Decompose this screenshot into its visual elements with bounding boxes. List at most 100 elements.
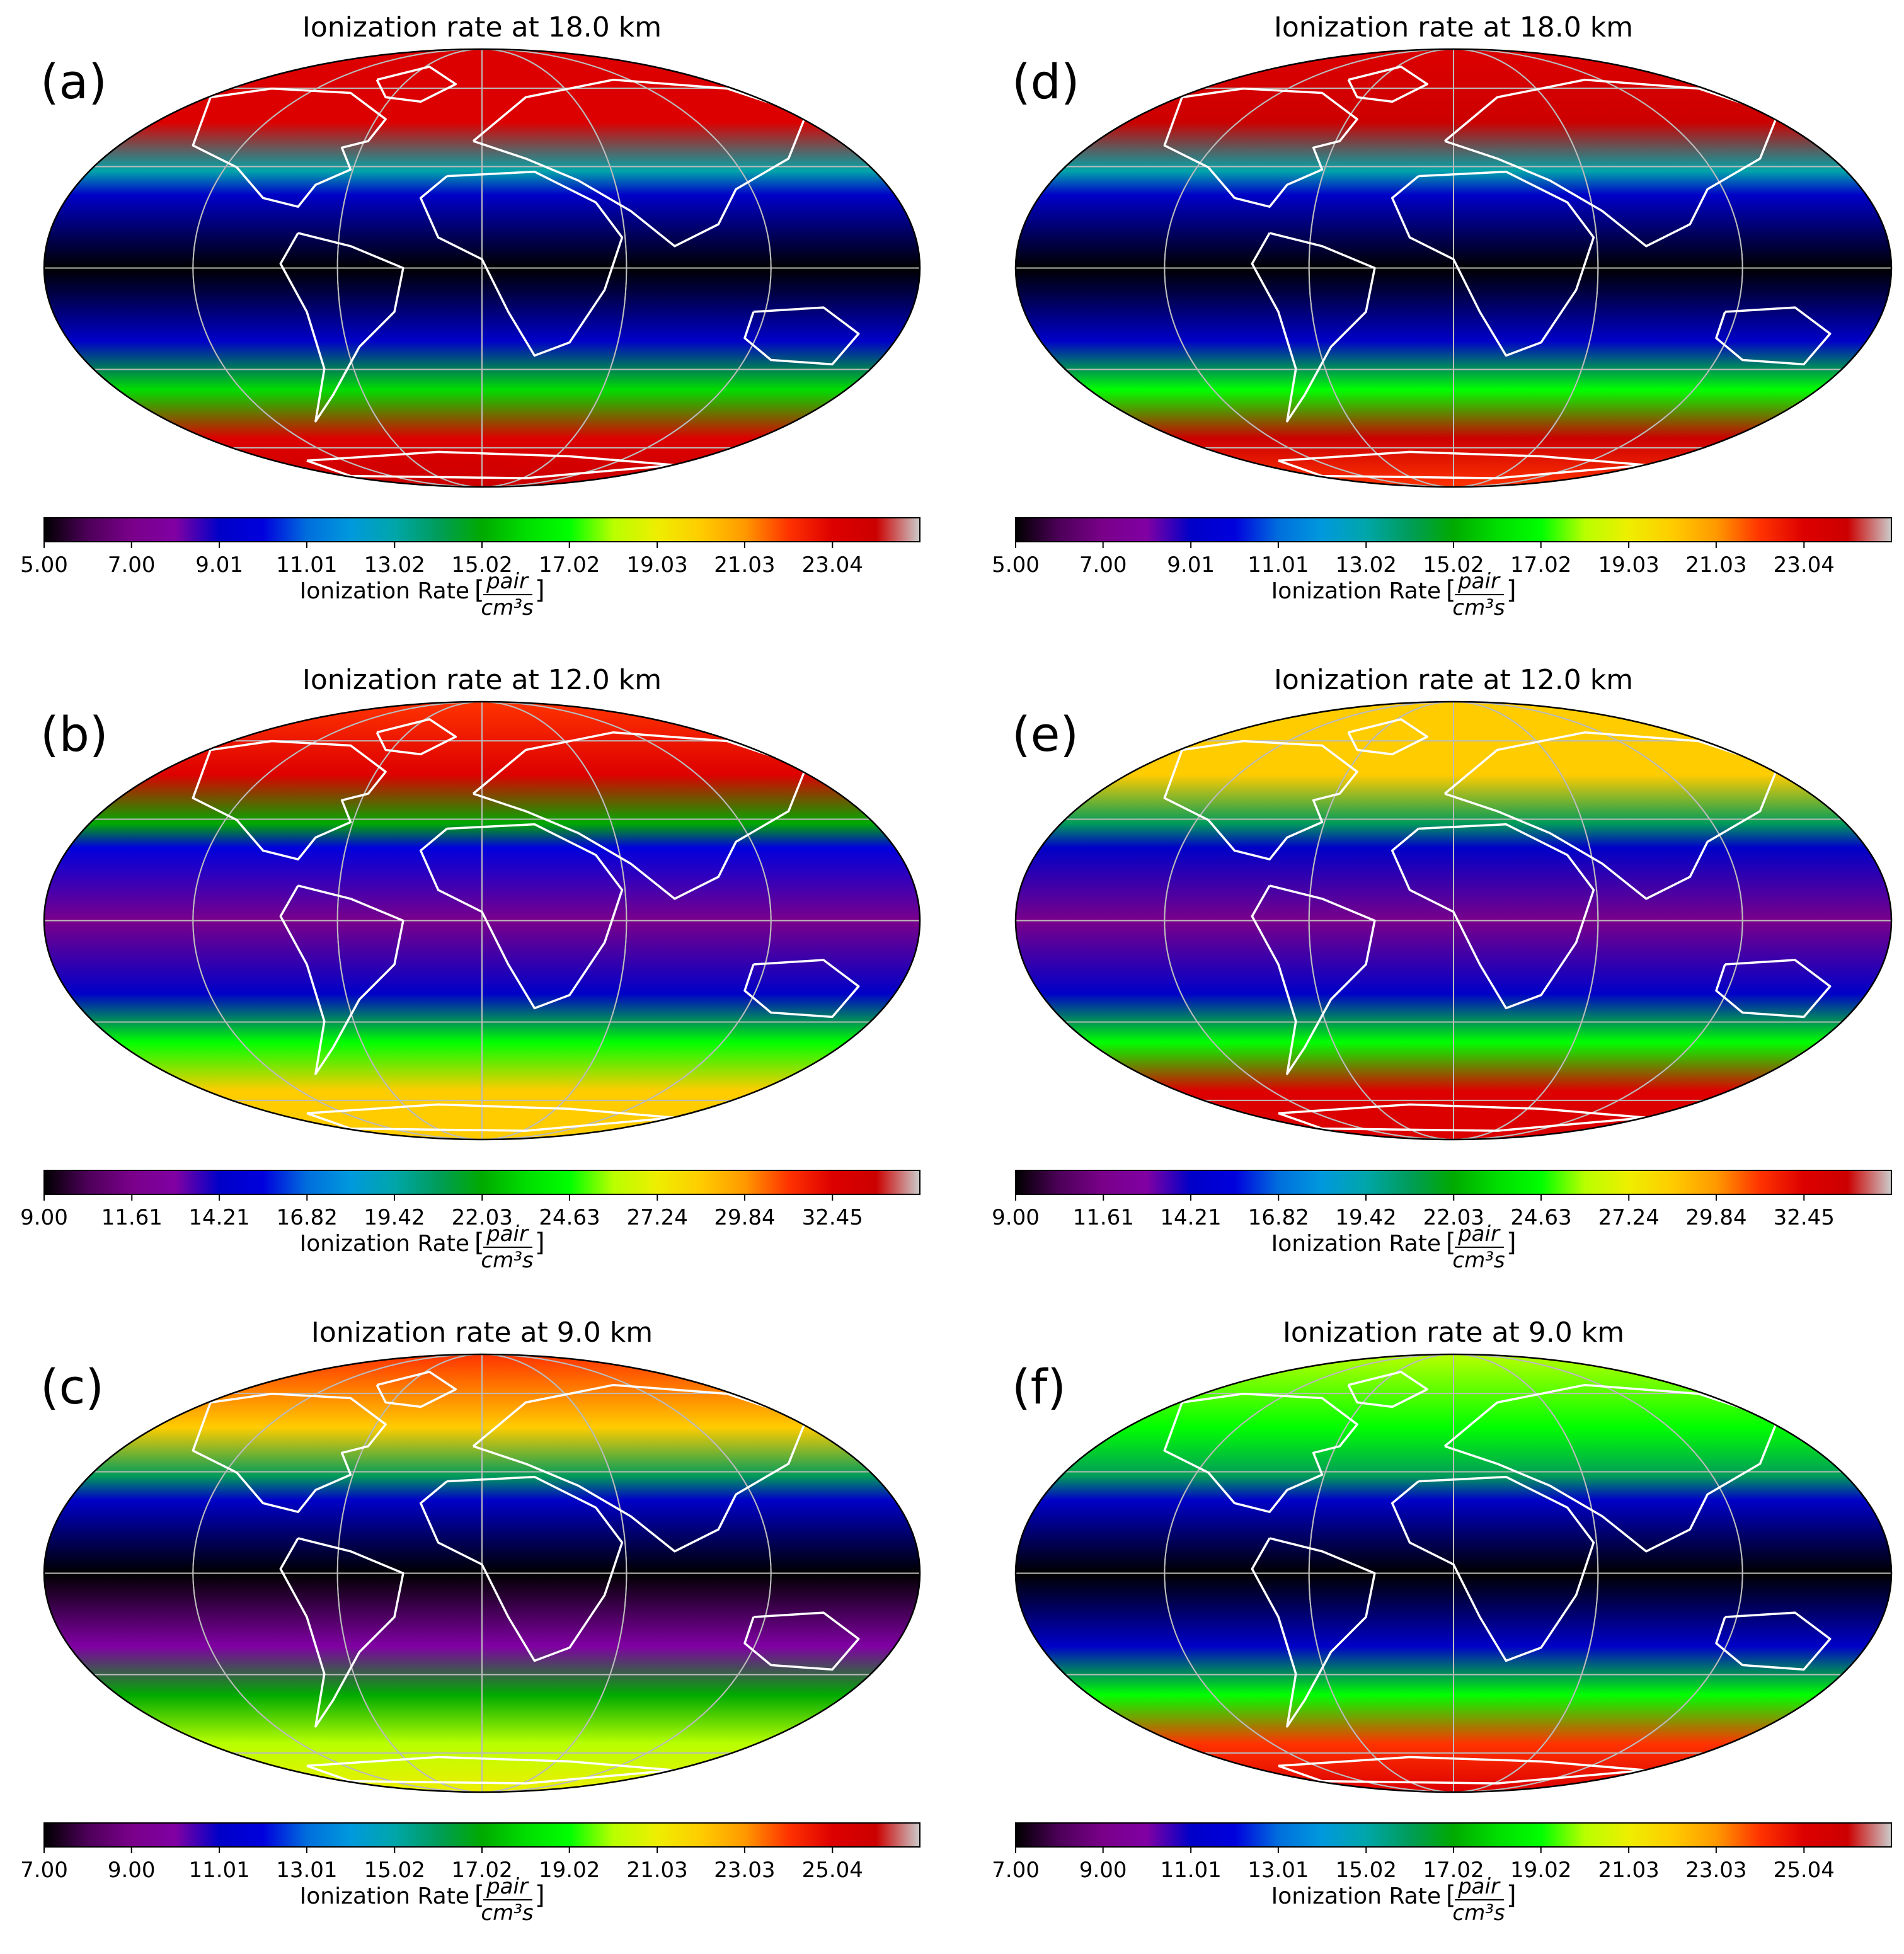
map-border (1014, 700, 1893, 1141)
colorbar (1015, 1822, 1892, 1848)
colorbar (43, 1170, 920, 1195)
units-numerator: pair (486, 1221, 529, 1247)
colorbar-tick-label: 24.63 (539, 1205, 600, 1230)
colorbar-tick-label: 11.01 (1160, 1858, 1221, 1883)
colorbar-tick-label: 14.21 (188, 1205, 249, 1230)
panel-label: (a) (40, 54, 107, 110)
panel-label: (b) (40, 706, 108, 762)
coastline (1443, 731, 1779, 900)
coastline (1251, 1537, 1376, 1728)
map-border (1014, 48, 1893, 488)
map-border (43, 1353, 921, 1793)
units-denominator: cm³s (481, 1900, 533, 1926)
colorbar-label: Ionization Rate (1271, 1883, 1441, 1909)
colorbar-tick-label: 16.82 (277, 1205, 338, 1230)
colorbar-tick-label: 29.84 (1685, 1205, 1746, 1230)
colorbar-tick-label: 27.24 (1598, 1205, 1660, 1230)
coastline (1391, 170, 1595, 357)
colorbar-tick-label: 19.42 (364, 1205, 425, 1230)
coastline (743, 1611, 860, 1671)
graticule-meridian (336, 702, 628, 1140)
colorbar-tick-label: 11.61 (101, 1205, 163, 1230)
colorbar-tick-label: 17.02 (539, 552, 600, 578)
colorbar-tick-label: 32.45 (802, 1205, 863, 1230)
units-numerator: pair (1457, 569, 1501, 594)
coastline (192, 740, 387, 860)
coastline (472, 1383, 808, 1553)
colorbar-tick-label: 25.04 (802, 1858, 863, 1883)
coastline (1715, 959, 1832, 1019)
colorbar-tick-label: 17.02 (451, 1858, 512, 1883)
colorbar-tick-label: 11.01 (276, 552, 337, 578)
chart-panel-e: Ionization rate at 12.0 km (e) 9.00 11.61 14… (992, 664, 1893, 1273)
colorbar-tick-label: 15.02 (1336, 1858, 1397, 1883)
chart-panel-d: Ionization rate at 18.0 km (d) 5.00 7.00 9.0… (992, 11, 1893, 620)
graticule-meridian (1308, 1354, 1599, 1792)
graticule-meridian (336, 49, 628, 487)
coastline (419, 823, 624, 1010)
colorbar-tick-label: 23.04 (1774, 552, 1835, 578)
panel-label: (d) (1012, 54, 1080, 110)
coastline (419, 1475, 624, 1662)
ionization-heatmap (44, 49, 920, 487)
units-numerator: pair (1457, 1221, 1501, 1247)
coastline (376, 66, 457, 103)
graticule-meridian (192, 702, 772, 1140)
panel-label: (c) (40, 1359, 104, 1415)
colorbar-tick-label: 11.01 (1247, 552, 1309, 578)
units-bracket-open: [ (474, 576, 485, 605)
units-bracket-open: [ (1446, 1881, 1456, 1910)
coastline (1163, 740, 1358, 860)
chart-panel-f: Ionization rate at 9.0 km (f) 7.00 9.00 11.0… (992, 1317, 1893, 1926)
colorbar-tick-label: 7.00 (1079, 552, 1127, 578)
units-numerator: pair (486, 569, 529, 594)
units-denominator: cm³s (1452, 595, 1505, 620)
colorbar-tick-label: 17.02 (1510, 552, 1571, 578)
coastline (1391, 1475, 1595, 1662)
colorbar-tick-label: 9.00 (1079, 1858, 1127, 1883)
coastline (472, 731, 808, 900)
coastline (419, 170, 624, 357)
graticule-meridian (1308, 49, 1599, 487)
map-border (43, 48, 921, 488)
colorbar-tick-label: 11.01 (188, 1858, 249, 1883)
units-denominator: cm³s (1452, 1248, 1505, 1273)
units-bracket-open: [ (1446, 576, 1456, 605)
colorbar-tick-label: 23.03 (1685, 1858, 1746, 1883)
chart-title: Ionization rate at 12.0 km (1274, 664, 1633, 696)
colorbar (43, 517, 920, 542)
colorbar-tick-label: 21.03 (626, 1858, 687, 1883)
coastline (279, 232, 404, 423)
coastline (1443, 78, 1779, 248)
coastline (1715, 1611, 1832, 1671)
chart-panel-a: Ionization rate at 18.0 km (a) 5.00 7.00 9.0… (20, 11, 921, 620)
coastline (279, 884, 404, 1075)
coastline (1347, 718, 1429, 756)
colorbar-tick-label: 29.84 (714, 1205, 775, 1230)
colorbar-tick-label: 19.02 (1510, 1858, 1571, 1883)
colorbar-label: Ionization Rate (1271, 578, 1441, 604)
colorbar-tick-label: 14.21 (1160, 1205, 1221, 1230)
panel-label: (e) (1012, 706, 1079, 762)
colorbar-label: Ionization Rate (300, 578, 469, 604)
colorbar (1015, 517, 1892, 542)
colorbar-tick-label: 19.42 (1335, 1205, 1396, 1230)
graticule-meridian (1308, 702, 1599, 1140)
ionization-heatmap (1016, 1354, 1891, 1792)
ionization-heatmap (1016, 702, 1891, 1140)
colorbar-tick-label: 9.00 (20, 1205, 68, 1230)
coastline (1251, 232, 1376, 423)
colorbar-tick-label: 9.01 (1167, 552, 1215, 578)
coastline (1443, 1383, 1779, 1553)
colorbar-tick-label: 17.02 (1423, 1858, 1484, 1883)
units-denominator: cm³s (481, 595, 533, 620)
colorbar-tick-label: 21.03 (714, 552, 775, 578)
coastline (1715, 306, 1832, 366)
colorbar-tick-label: 25.04 (1774, 1858, 1835, 1883)
coastline (1347, 1371, 1429, 1408)
colorbar-tick-label: 19.03 (626, 552, 687, 578)
colorbar-tick-label: 21.03 (1598, 1858, 1659, 1883)
chart-title: Ionization rate at 9.0 km (311, 1317, 653, 1349)
chart-title: Ionization rate at 12.0 km (302, 664, 662, 696)
